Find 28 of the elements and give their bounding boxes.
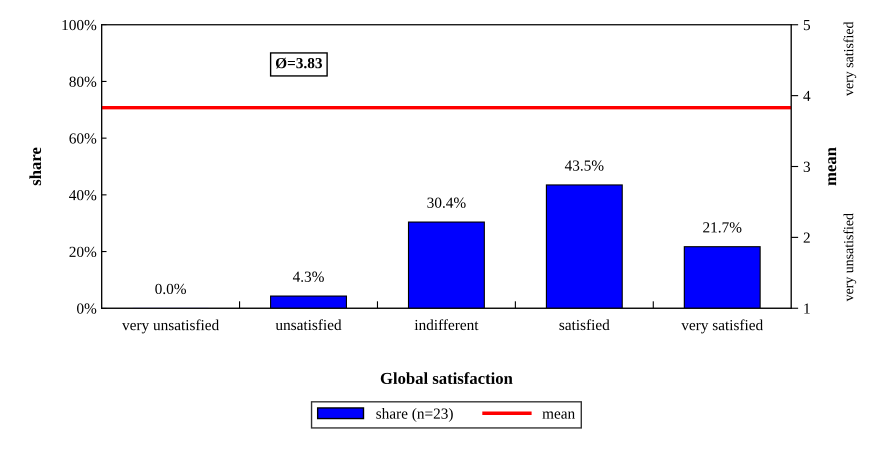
y2-tick-label: 4 — [803, 90, 810, 101]
x-tick-label: indifferent — [414, 319, 478, 330]
data-label: 30.4% — [427, 198, 466, 208]
data-label: 4.3% — [292, 272, 324, 282]
y-tick-label: 0% — [77, 303, 96, 314]
y2-axis-title: mean — [828, 147, 836, 186]
legend-label: share (n=23) — [376, 408, 453, 422]
x-tick-label: very satisfied — [681, 319, 763, 334]
y-axis-title: share — [29, 148, 42, 186]
x-tick-label: unsatisfied — [276, 319, 342, 330]
y2-tick-label: 2 — [804, 232, 810, 243]
y-tick-label: 40% — [69, 190, 96, 200]
x-tick-label: satisfied — [559, 319, 610, 330]
y-tick-label: 80% — [69, 76, 96, 87]
x-axis-title: Global satisfaction — [380, 372, 513, 384]
y-tick-label: 60% — [69, 133, 96, 144]
data-label: 43.5% — [564, 160, 604, 171]
y2-tick-label: 1 — [804, 303, 810, 314]
x-tick-label: very unsatisfied — [122, 319, 220, 334]
text: very satisfied — [843, 22, 856, 96]
y2-tick-label: 3 — [804, 162, 810, 172]
y-tick-label: 100% — [62, 20, 96, 30]
y2-tick-label: 5 — [804, 20, 810, 30]
y-tick-label: 20% — [69, 246, 96, 258]
data-label: 21.7% — [703, 222, 742, 233]
legend-label: mean — [542, 411, 575, 419]
data-label: 0.0% — [155, 284, 186, 294]
annotation: Ø=3.83 — [276, 58, 322, 69]
